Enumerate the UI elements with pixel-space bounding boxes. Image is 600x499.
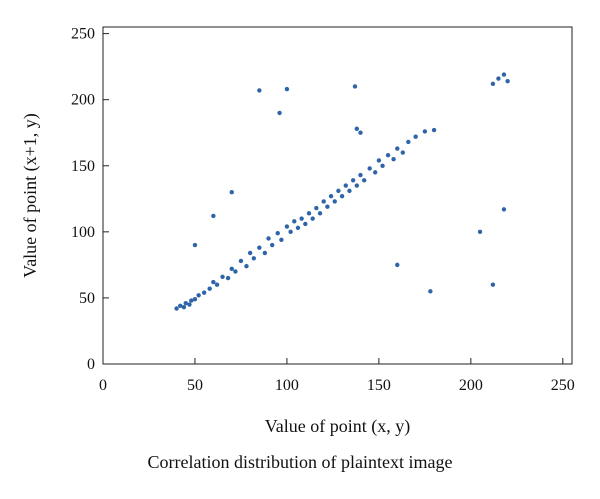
scatter-point <box>380 163 385 168</box>
scatter-point <box>422 129 428 134</box>
scatter-point <box>490 81 496 87</box>
y-tick-label: 0 <box>87 356 95 373</box>
scatter-point <box>275 230 280 236</box>
scatter-point <box>229 189 234 195</box>
scatter-point <box>395 262 400 268</box>
scatter-point <box>350 178 356 183</box>
scatter-point <box>257 88 262 93</box>
scatter-point <box>428 289 433 294</box>
y-tick-label: 200 <box>71 92 95 109</box>
scatter-point <box>431 127 437 133</box>
x-tick-label: 100 <box>275 377 299 394</box>
scatter-point <box>501 207 507 212</box>
scatter-point <box>336 188 341 194</box>
y-tick-label: 100 <box>71 224 95 241</box>
scatter-point <box>192 297 198 302</box>
scatter-point <box>376 158 382 163</box>
scatter-point <box>183 301 188 306</box>
scatter-point <box>395 146 400 151</box>
scatter-point <box>220 274 225 279</box>
scatter-point <box>406 139 411 145</box>
x-tick-label: 200 <box>459 377 483 394</box>
scatter-point <box>196 293 201 298</box>
scatter-point <box>288 229 293 235</box>
y-axis-label: Value of point (x+1, y) <box>20 113 41 278</box>
scatter-point <box>233 269 238 274</box>
scatter-point <box>317 211 323 216</box>
scatter-point <box>373 170 378 175</box>
x-axis-label: Value of point (x, y) <box>265 416 410 437</box>
scatter-point <box>496 76 501 81</box>
scatter-point <box>257 245 262 250</box>
scatter-point <box>251 256 257 261</box>
scatter-point <box>505 78 510 84</box>
scatter-point <box>207 286 212 291</box>
scatter-point <box>266 236 271 241</box>
scatter-point <box>361 178 367 183</box>
scatter-point <box>181 304 187 310</box>
scatter-point <box>352 84 358 89</box>
x-tick-label: 50 <box>187 377 203 394</box>
x-tick-label: 150 <box>367 377 391 394</box>
y-axis: 0 50 100 150 200 250 <box>71 26 109 373</box>
scatter-point <box>343 183 348 188</box>
scatter-point <box>244 264 249 269</box>
scatter-point <box>325 204 330 209</box>
scatter-point <box>347 188 352 194</box>
figure-caption: Correlation distribution of plaintext im… <box>147 452 453 472</box>
scatter-chart: 0 50 100 150 200 250 0 50 100 150 200 250 Value of… <box>20 26 575 437</box>
scatter-point <box>367 166 372 171</box>
x-tick-label: 0 <box>99 377 107 394</box>
scatter-point <box>295 225 301 231</box>
scatter-point <box>284 86 290 92</box>
x-tick-label: 250 <box>551 377 575 394</box>
y-tick-label: 250 <box>71 26 95 43</box>
scatter-point <box>214 282 220 287</box>
y-tick-label: 50 <box>79 290 95 307</box>
scatter-point <box>279 237 284 242</box>
scatter-point <box>314 205 319 211</box>
scatter-point <box>192 242 198 248</box>
x-axis: 0 50 100 150 200 250 <box>99 358 575 394</box>
scatter-point <box>270 242 275 248</box>
scatter-point <box>391 156 396 162</box>
scatter-point <box>310 216 315 221</box>
scatter-point <box>477 229 483 235</box>
scatter-point <box>229 266 234 272</box>
scatter-point <box>238 258 244 264</box>
scatter-point <box>211 213 216 219</box>
scatter-point <box>358 172 363 178</box>
scatter-point <box>189 298 194 303</box>
scatter-point <box>413 134 418 139</box>
scatter-point <box>187 302 192 307</box>
scatter-point <box>306 211 312 216</box>
scatter-point <box>328 193 334 199</box>
scatter-point <box>354 126 360 131</box>
scatter-point <box>178 303 183 309</box>
scatter-point <box>332 199 337 204</box>
scatter-points <box>174 72 510 311</box>
scatter-point <box>385 152 391 158</box>
scatter-point <box>299 216 304 221</box>
scatter-point <box>354 183 360 188</box>
scatter-point <box>292 219 297 224</box>
scatter-point <box>358 130 363 135</box>
scatter-point <box>225 275 231 281</box>
scatter-point <box>501 72 507 77</box>
scatter-point <box>321 199 326 204</box>
scatter-point <box>303 221 308 227</box>
scatter-point <box>284 224 290 229</box>
scatter-point <box>339 193 345 199</box>
scatter-point <box>247 250 253 256</box>
scatter-point <box>277 110 282 116</box>
scatter-point <box>490 282 496 287</box>
scatter-point <box>201 290 207 295</box>
scatter-point <box>174 306 179 311</box>
scatter-point <box>262 250 268 256</box>
y-tick-label: 150 <box>71 158 95 175</box>
scatter-point <box>400 150 405 155</box>
plot-frame <box>102 26 573 365</box>
scatter-point <box>211 279 216 285</box>
